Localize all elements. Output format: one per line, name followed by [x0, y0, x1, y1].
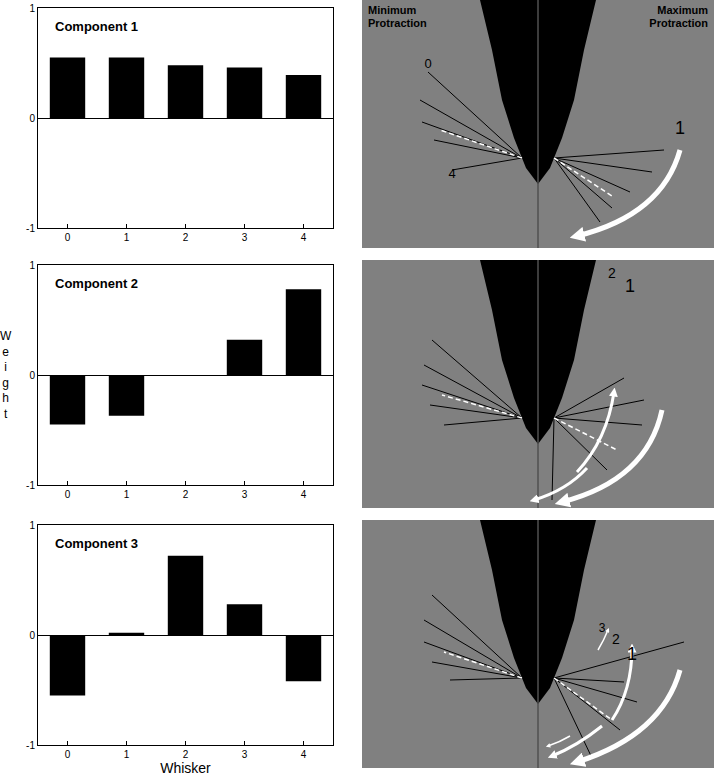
svg-text:Maximum: Maximum — [657, 4, 708, 16]
svg-text:3: 3 — [242, 232, 248, 243]
svg-text:Weight: Weight — [0, 329, 12, 421]
svg-text:0: 0 — [29, 113, 35, 124]
svg-text:1: 1 — [625, 276, 635, 296]
svg-text:Whisker: Whisker — [160, 760, 211, 776]
svg-text:4: 4 — [301, 749, 307, 760]
svg-text:1: 1 — [627, 644, 637, 664]
svg-text:Component 1: Component 1 — [55, 19, 138, 34]
svg-text:1: 1 — [675, 118, 685, 138]
svg-text:3: 3 — [599, 621, 606, 635]
svg-text:4: 4 — [301, 232, 307, 243]
svg-text:0: 0 — [65, 232, 71, 243]
svg-text:1: 1 — [29, 520, 35, 531]
svg-text:0: 0 — [424, 56, 431, 71]
svg-text:1: 1 — [124, 489, 130, 500]
svg-text:0: 0 — [65, 489, 71, 500]
svg-text:3: 3 — [242, 489, 248, 500]
svg-text:Protraction: Protraction — [368, 17, 427, 29]
svg-text:4: 4 — [448, 166, 455, 181]
svg-text:4: 4 — [301, 489, 307, 500]
svg-text:1: 1 — [29, 260, 35, 271]
svg-text:3: 3 — [242, 749, 248, 760]
svg-text:0: 0 — [29, 370, 35, 381]
svg-text:2: 2 — [183, 232, 189, 243]
svg-text:Protraction: Protraction — [649, 17, 708, 29]
svg-text:-1: -1 — [26, 223, 35, 234]
svg-text:2: 2 — [183, 749, 189, 760]
svg-text:-1: -1 — [26, 480, 35, 491]
svg-text:2: 2 — [183, 489, 189, 500]
svg-text:1: 1 — [124, 232, 130, 243]
svg-text:Minimum: Minimum — [368, 4, 416, 16]
svg-text:2: 2 — [608, 265, 616, 281]
svg-text:-1: -1 — [26, 740, 35, 751]
svg-text:0: 0 — [65, 749, 71, 760]
svg-text:1: 1 — [124, 749, 130, 760]
svg-text:Component 3: Component 3 — [55, 536, 138, 551]
svg-text:0: 0 — [29, 630, 35, 641]
svg-text:2: 2 — [612, 631, 620, 647]
svg-text:1: 1 — [29, 3, 35, 14]
svg-text:Component 2: Component 2 — [55, 276, 138, 291]
